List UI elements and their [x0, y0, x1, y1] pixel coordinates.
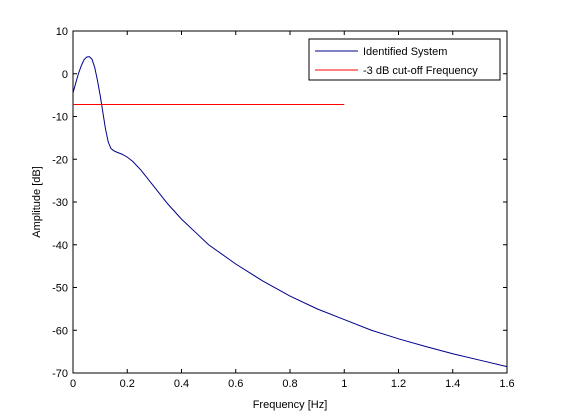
x-tick-label: 0	[70, 378, 76, 390]
y-tick-label: 10	[56, 26, 68, 38]
x-axis-label: Frequency [Hz]	[253, 399, 328, 411]
y-tick-label: -30	[52, 197, 68, 209]
x-tick-label: 0.2	[120, 378, 135, 390]
series-line-identified-system	[72, 56, 508, 368]
y-tick-label: -20	[52, 154, 68, 166]
x-tick-label: 1.6	[499, 378, 514, 390]
legend-box	[308, 38, 501, 81]
y-axis-label: Amplitude [dB]	[31, 166, 43, 238]
legend-label-cutoff-frequency: -3 dB cut-off Frequency	[363, 65, 478, 77]
x-tick-label: 0.8	[282, 378, 297, 390]
y-tick-label: -60	[52, 325, 68, 337]
x-tick-label: 1	[341, 378, 347, 390]
y-tick-label: -10	[52, 112, 68, 124]
legend: Identified System -3 dB cut-off Frequenc…	[308, 38, 501, 81]
x-tick-label: 1.4	[445, 378, 460, 390]
legend-label-identified-system: Identified System	[363, 46, 447, 58]
plot-area	[72, 30, 508, 374]
y-tick-label: -70	[52, 368, 68, 380]
series-layer	[72, 56, 508, 368]
x-axis-ticks: 0 0.2 0.4 0.6 0.8 1 1.2 1.4 1.6	[70, 31, 515, 390]
y-tick-label: -50	[52, 283, 68, 295]
y-tick-label: -40	[52, 240, 68, 252]
x-tick-label: 0.6	[228, 378, 243, 390]
y-tick-label: 0	[62, 69, 68, 81]
x-tick-label: 0.4	[174, 378, 189, 390]
x-tick-label: 1.2	[391, 378, 406, 390]
y-axis-ticks: 10 0 -10 -20 -30 -40 -50 -60 -70	[52, 26, 507, 380]
